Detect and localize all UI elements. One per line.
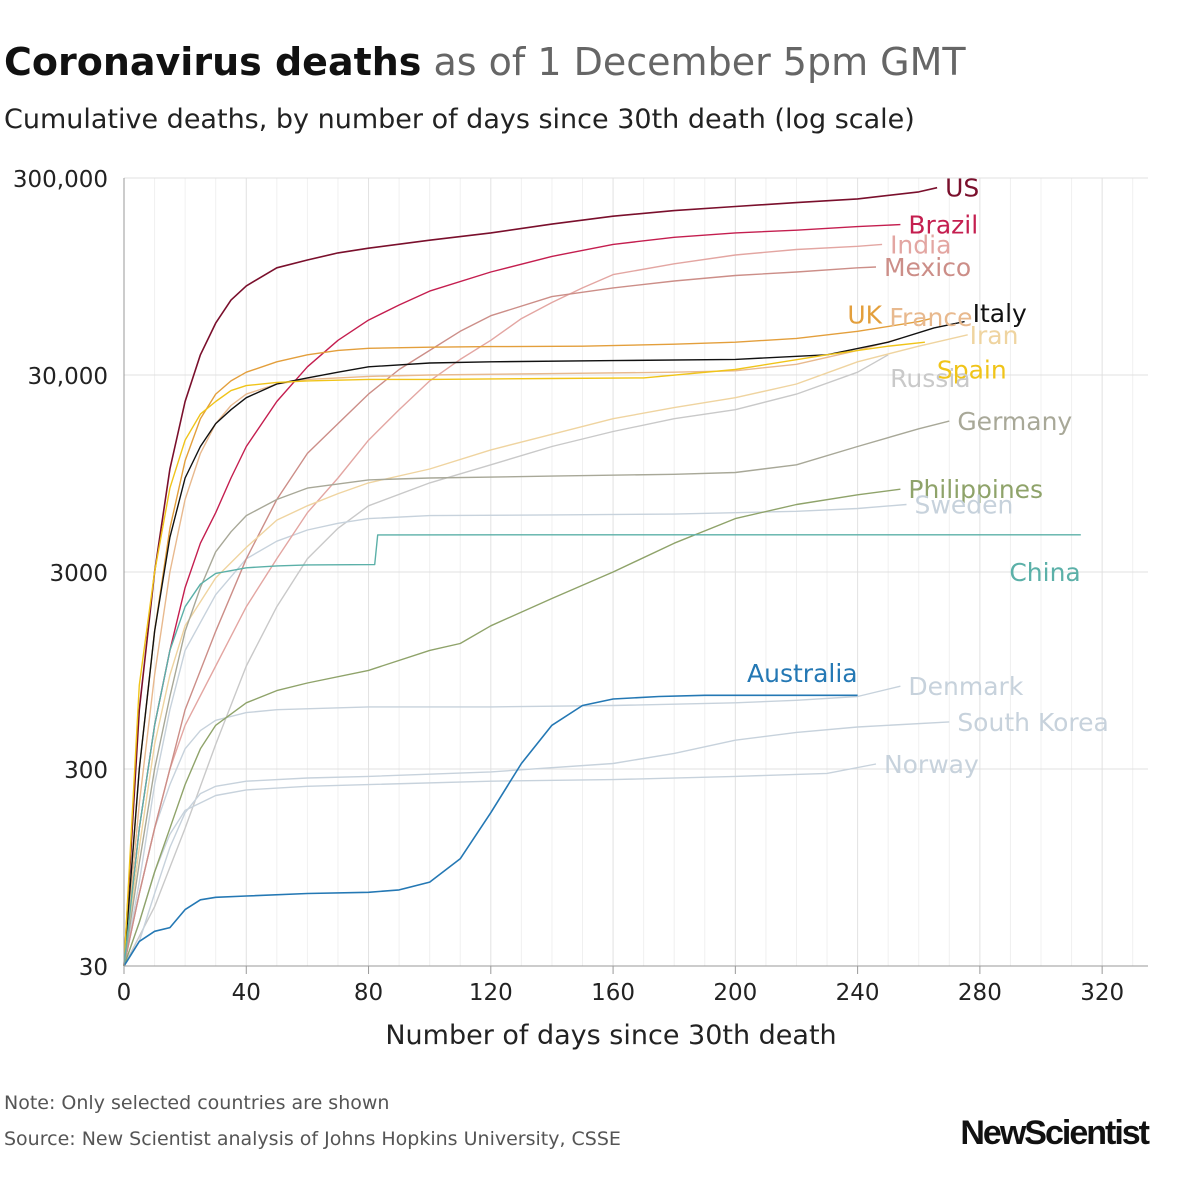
series-line-norway <box>123 763 877 967</box>
series-label-australia: Australia <box>747 659 858 688</box>
series-line-mexico <box>123 266 877 967</box>
series-line-australia <box>123 694 858 967</box>
y-tick-label: 300 <box>64 758 108 784</box>
series-label-norway: Norway <box>884 750 979 779</box>
x-tick-label: 80 <box>354 980 383 1006</box>
series-line-france <box>123 337 901 967</box>
series-label-germany: Germany <box>957 407 1072 436</box>
lines-layer <box>123 186 1081 967</box>
series-label-india: India <box>890 230 951 259</box>
x-tick-label: 200 <box>713 980 757 1006</box>
x-tick-label: 160 <box>591 980 635 1006</box>
series-label-denmark: Denmark <box>908 672 1023 701</box>
y-tick-label: 3000 <box>49 561 108 587</box>
source-note: Source: New Scientist analysis of Johns … <box>4 1128 621 1150</box>
series-label-philippines: Philippines <box>908 475 1043 504</box>
x-tick-label: 40 <box>232 980 261 1006</box>
grid-layer <box>124 177 1148 967</box>
chart-title-date: as of 1 December 5pm GMT <box>421 40 966 84</box>
footnote: Note: Only selected countries are shown <box>4 1092 390 1114</box>
series-line-spain <box>123 341 925 967</box>
x-tick-label: 280 <box>958 980 1002 1006</box>
y-tick-label: 300,000 <box>13 167 108 193</box>
series-label-mexico: Mexico <box>884 253 971 282</box>
chart-subtitle: Cumulative deaths, by number of days sin… <box>4 104 915 135</box>
series-label-iran: Iran <box>970 321 1019 350</box>
series-label-spain: Spain <box>937 355 1007 384</box>
chart-title-bold: Coronavirus deaths <box>4 40 422 84</box>
series-line-italy <box>123 320 965 967</box>
series-line-south-korea <box>123 721 950 967</box>
axis-layer: 0 40 80 120 160 200 240 280 320 30 300 3000 30,000 30… <box>13 167 1148 1051</box>
series-label-uk: UK <box>847 300 882 329</box>
series-line-brazil <box>123 223 901 967</box>
x-tick-label: 120 <box>469 980 513 1006</box>
series-line-sweden <box>123 503 907 967</box>
series-label-south-korea: South Korea <box>957 708 1108 737</box>
series-line-germany <box>123 420 950 967</box>
series-label-italy: Italy <box>973 299 1027 328</box>
series-line-india <box>123 243 883 967</box>
series-line-us <box>123 186 938 967</box>
series-label-sweden: Sweden <box>915 491 1014 520</box>
series-line-china <box>123 534 1081 967</box>
y-tick-label: 30,000 <box>28 364 108 390</box>
x-tick-label: 240 <box>836 980 880 1006</box>
series-label-russia: Russia <box>890 364 970 393</box>
series-label-us: US <box>945 174 979 203</box>
series-line-iran <box>123 334 968 967</box>
y-tick-label: 30 <box>79 955 108 981</box>
x-axis-title: Number of days since 30th death <box>385 1020 836 1051</box>
series-label-france: France <box>889 303 972 332</box>
x-tick-label: 0 <box>117 980 132 1006</box>
series-line-denmark <box>123 685 901 967</box>
x-tick-label: 320 <box>1080 980 1124 1006</box>
deaths-line-chart: 0 40 80 120 160 200 240 280 320 30 300 3000 30,000 30… <box>13 167 1148 1051</box>
newscientist-logo: NewScientist <box>960 1114 1150 1152</box>
series-label-china: China <box>1009 558 1080 587</box>
series-line-philippines <box>123 488 901 967</box>
chart-title: Coronavirus deaths as of 1 December 5pm … <box>4 40 966 84</box>
series-label-brazil: Brazil <box>908 211 978 240</box>
series-line-uk <box>123 317 932 967</box>
series-line-russia <box>123 354 889 967</box>
